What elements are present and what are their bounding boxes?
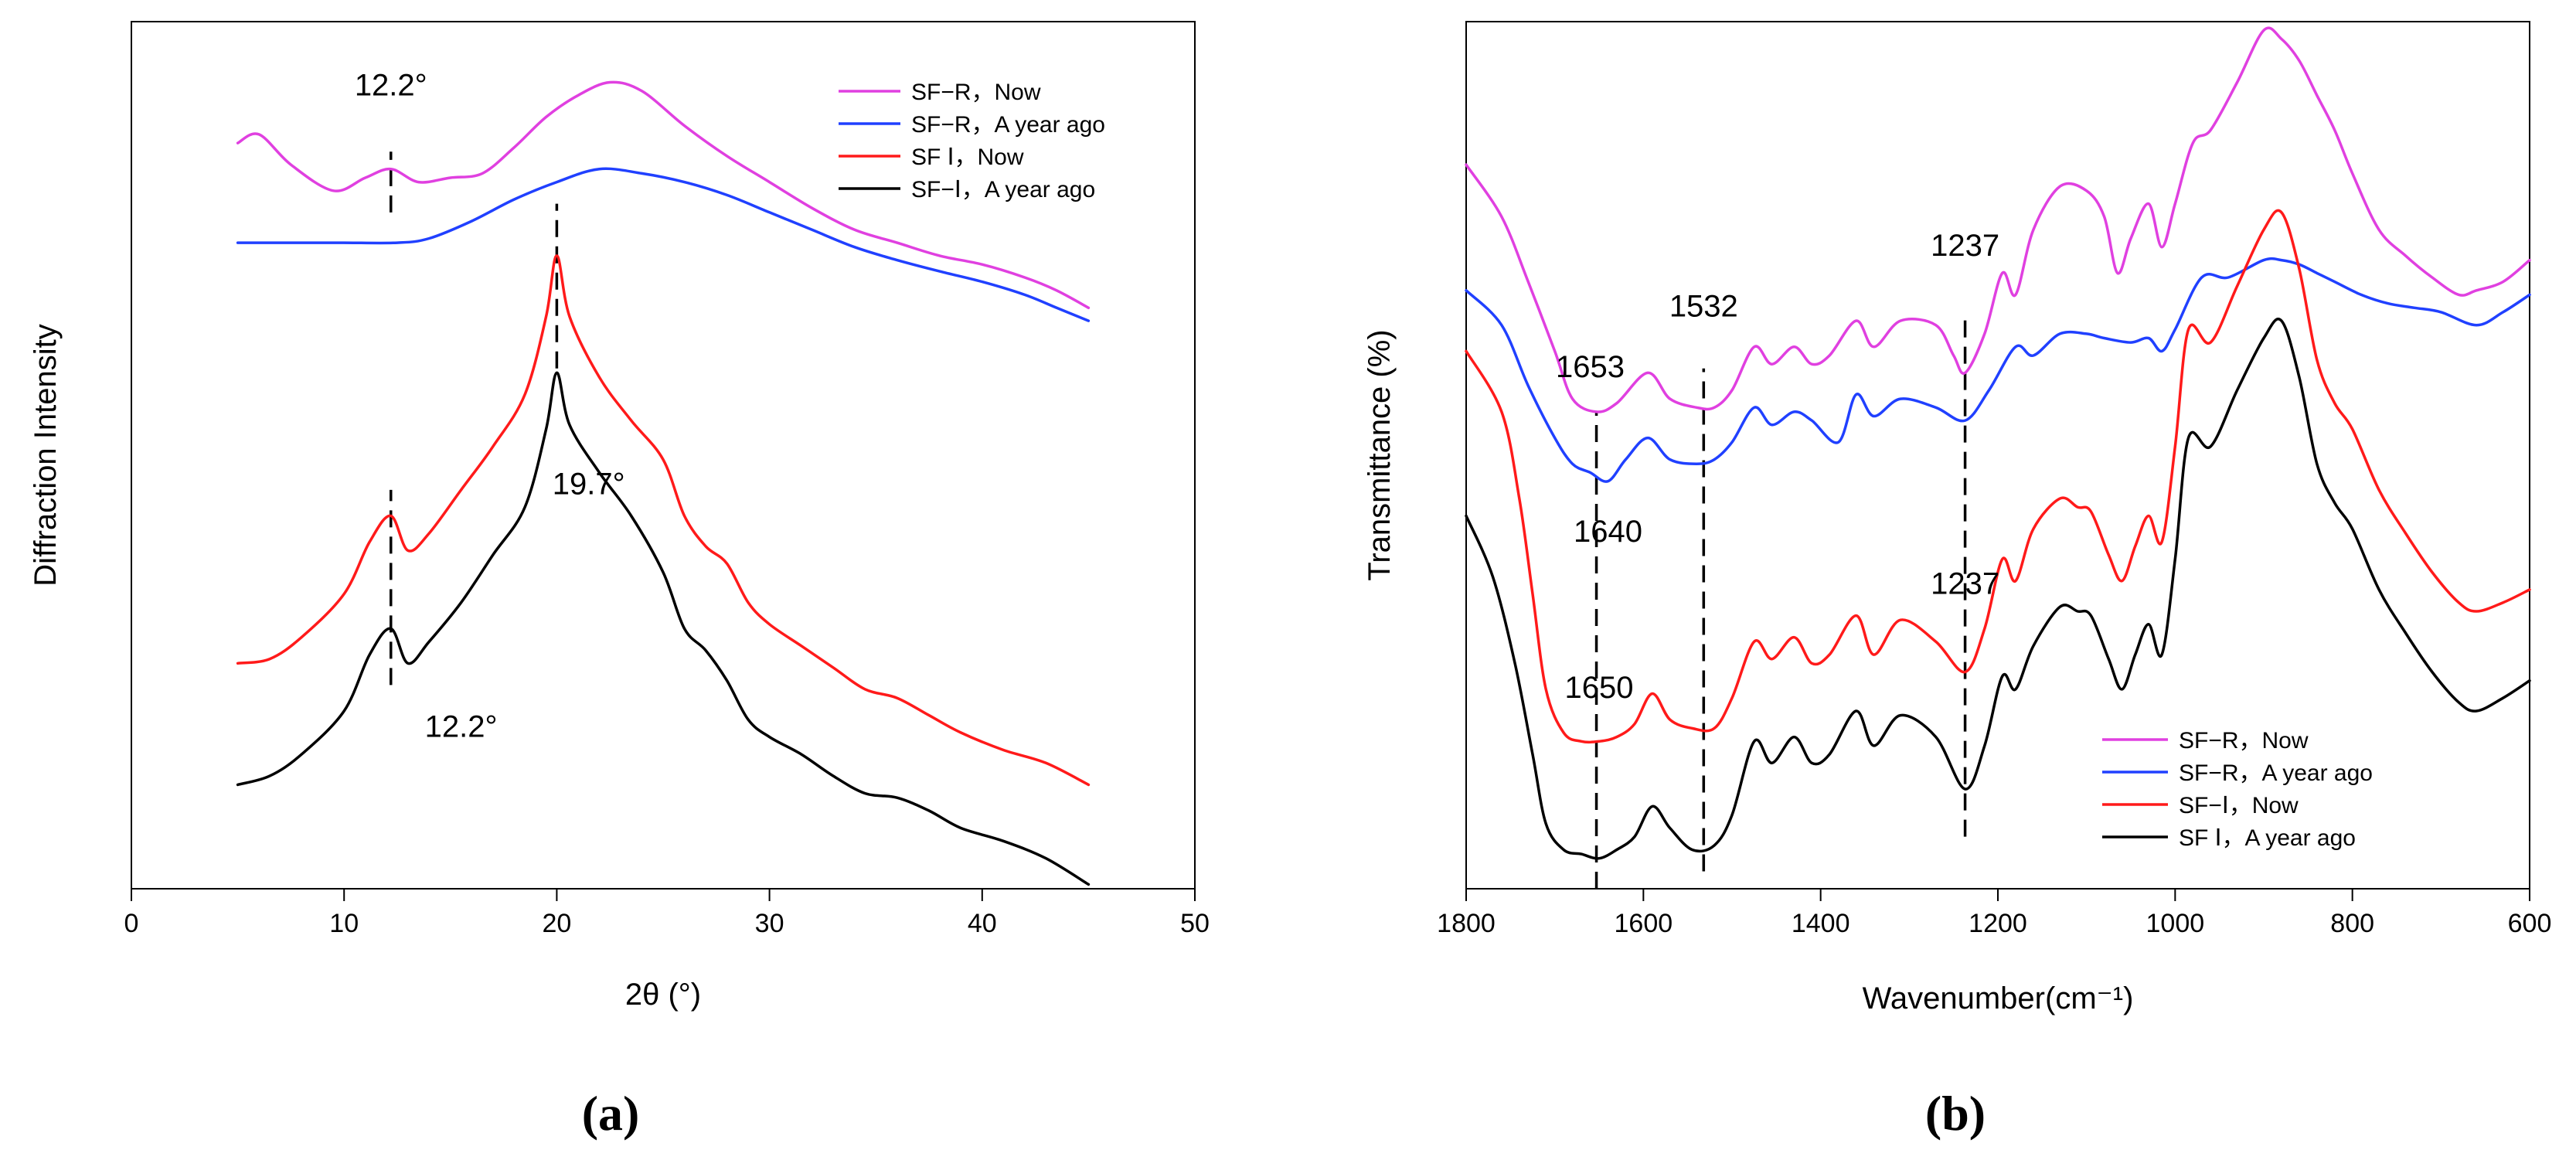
panel-a-y-axis-label: Diffraction Intensity — [29, 324, 63, 586]
annotation-label-1: 1653 — [1556, 350, 1625, 384]
panel-b-x-axis-label: Wavenumber(cm⁻¹) — [1863, 981, 2134, 1015]
annotation-label-2: 1532 — [1669, 289, 1738, 323]
x-tick-label-20: 20 — [542, 909, 571, 938]
legend-label-3: SF−Ⅰ，Now — [2179, 793, 2299, 818]
panel-a-label: (a) — [582, 1086, 640, 1141]
panel-b-y-axis-label: Transmittance (%) — [1363, 329, 1397, 580]
panel-b-label: (b) — [1925, 1086, 1986, 1141]
series-line-1 — [236, 80, 1091, 310]
x-tick-label-1400: 1400 — [1792, 909, 1850, 938]
series-line-1 — [1465, 26, 2531, 413]
x-tick-label-10: 10 — [329, 909, 359, 938]
legend-label-4: SF−Ⅰ，A year ago — [911, 177, 1095, 202]
annotation-label-6: 1650 — [1565, 671, 1634, 705]
annotation-label-1: 12.2° — [355, 68, 427, 102]
x-tick-label-800: 800 — [2330, 909, 2374, 938]
series-line-3 — [1465, 209, 2531, 744]
legend-label-2: SF−R，A year ago — [2179, 760, 2373, 786]
x-tick-label-600: 600 — [2508, 909, 2552, 938]
annotation-label-3: 1237 — [1931, 229, 1999, 263]
legend-label-3: SF Ⅰ，Now — [911, 145, 1024, 170]
x-tick-label-1000: 1000 — [2146, 909, 2205, 938]
x-tick-label-30: 30 — [755, 909, 784, 938]
legend-label-1: SF−R，Now — [2179, 728, 2309, 753]
panel-b-legend: SF−R，Now SF−R，A year ago SF−Ⅰ，Now SF Ⅰ，A ye… — [2102, 728, 2373, 851]
series-line-4 — [1465, 318, 2531, 860]
x-tick-label-50: 50 — [1180, 909, 1210, 938]
panel-a-x-axis-label: 2θ (°) — [625, 978, 701, 1012]
series-line-3 — [236, 254, 1091, 787]
annotation-label-5: 1237 — [1931, 567, 1999, 601]
series-line-2 — [1465, 257, 2531, 483]
x-tick-label-40: 40 — [968, 909, 997, 938]
x-tick-label-1600: 1600 — [1615, 909, 1673, 938]
legend-label-1: SF−R，Now — [911, 80, 1041, 105]
panel-a-legend: SF−R，Now SF−R，A year ago SF Ⅰ，Now SF−Ⅰ，A ye… — [839, 80, 1105, 202]
x-tick-label-1800: 1800 — [1437, 909, 1496, 938]
panel-b-ftir-chart: 1800 1600 1400 1200 1000 800 600 1653 1532 1237 1… — [1363, 21, 2552, 1141]
x-tick-label-0: 0 — [124, 909, 139, 938]
annotation-label-3: 12.2° — [425, 710, 498, 744]
legend-label-4: SF Ⅰ，A year ago — [2179, 825, 2356, 851]
annotation-label-2: 19.7° — [553, 467, 625, 501]
series-line-2 — [236, 167, 1091, 322]
panel-a-xrd-chart: 0 10 20 30 40 50 12.2° 19.7° 12.2° 2θ (°) Diffr… — [29, 21, 1210, 1141]
x-tick-label-1200: 1200 — [1969, 909, 2027, 938]
legend-label-2: SF−R，A year ago — [911, 112, 1105, 138]
panel-a-plot-frame — [131, 21, 1196, 890]
series-line-4 — [236, 371, 1091, 886]
annotation-label-4: 1640 — [1574, 515, 1642, 549]
